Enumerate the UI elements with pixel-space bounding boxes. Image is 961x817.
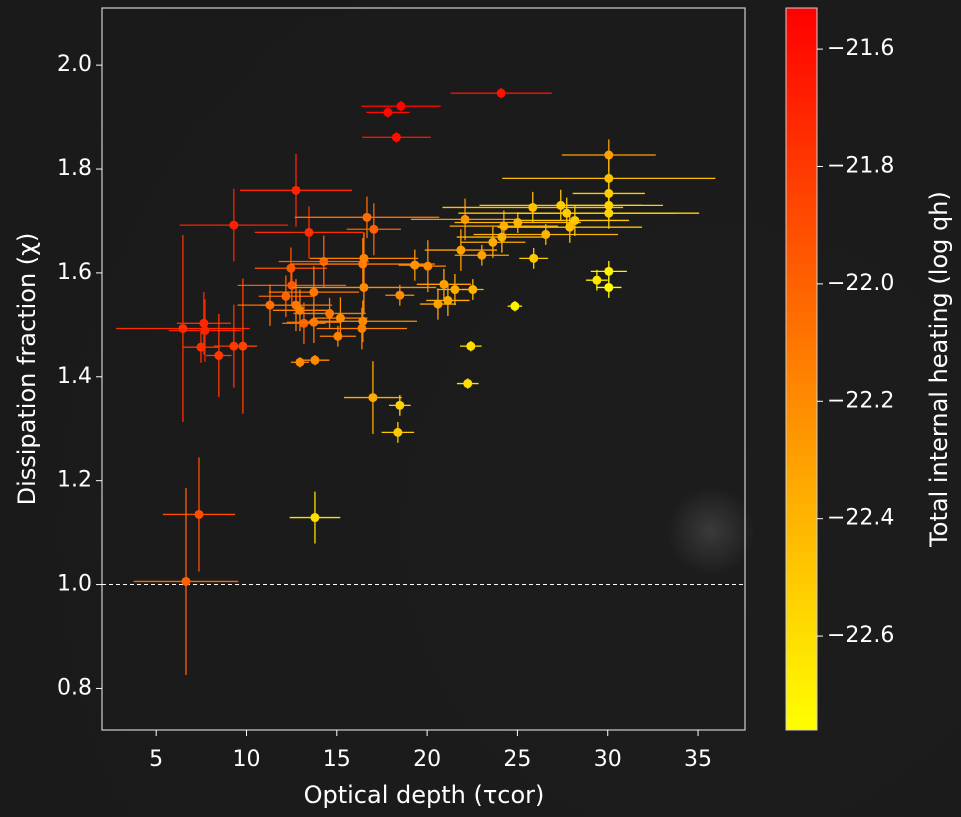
colorbar-tick-label: −21.8 [827, 153, 894, 178]
point [358, 316, 368, 326]
point [200, 326, 210, 336]
colorbar [785, 7, 818, 731]
y-tick-label: 2.0 [57, 52, 92, 77]
point [281, 291, 291, 301]
x-tick-label: 35 [684, 747, 712, 772]
colorbar-tick-label: −22.2 [827, 388, 894, 413]
point [468, 285, 478, 295]
point [529, 253, 539, 263]
point [477, 250, 487, 260]
y-tick-label: 1.2 [57, 468, 92, 493]
point [310, 513, 320, 523]
x-tick-label: 15 [323, 747, 351, 772]
y-tick-label: 1.0 [57, 572, 92, 597]
point [369, 224, 379, 234]
point [488, 237, 498, 247]
point [395, 400, 405, 410]
colorbar-tick-label: −21.6 [827, 36, 894, 61]
point [196, 342, 206, 352]
point [528, 202, 538, 212]
x-tick-label: 5 [149, 747, 163, 772]
y-tick-label: 1.8 [57, 156, 92, 181]
point [499, 221, 509, 231]
point [433, 299, 443, 309]
point [199, 318, 209, 328]
point [295, 305, 305, 315]
point [359, 253, 369, 263]
point [496, 88, 506, 98]
colorbar-tick-label: −22.4 [827, 506, 894, 531]
point [466, 341, 476, 351]
point [194, 509, 204, 519]
point [181, 576, 191, 586]
point [309, 317, 319, 327]
point [570, 215, 580, 225]
point [286, 263, 296, 273]
point [359, 282, 369, 292]
x-tick-label: 20 [413, 747, 441, 772]
point [178, 323, 188, 333]
point [362, 212, 372, 222]
point [335, 313, 345, 323]
point [391, 132, 401, 142]
point [357, 323, 367, 333]
point [604, 150, 614, 160]
point [310, 355, 320, 365]
point [214, 350, 224, 360]
colorbar-tick-label: −22.0 [827, 271, 894, 296]
point [439, 279, 449, 289]
point [456, 245, 466, 255]
point [295, 357, 305, 367]
point [299, 318, 309, 328]
colorbar-tick-label: −22.6 [827, 623, 894, 648]
point [463, 379, 473, 389]
plot-frame [101, 7, 746, 731]
point [368, 393, 378, 403]
point [565, 222, 575, 232]
x-tick-label: 25 [503, 747, 531, 772]
point [229, 220, 239, 230]
y-tick-label: 1.4 [57, 364, 92, 389]
point [450, 285, 460, 295]
x-tick-label: 30 [594, 747, 622, 772]
point [287, 280, 297, 290]
y-tick-label: 1.6 [57, 260, 92, 285]
point [604, 208, 614, 218]
point [410, 260, 420, 270]
point [423, 261, 433, 271]
point [592, 275, 602, 285]
point [393, 427, 403, 437]
point [513, 218, 523, 228]
point [309, 287, 319, 297]
point [383, 107, 393, 117]
point [460, 214, 470, 224]
point [238, 341, 248, 351]
colorbar-label: Total internal heating (log qh) [925, 191, 953, 548]
point [510, 301, 520, 311]
point [396, 101, 406, 111]
point [325, 308, 335, 318]
point [443, 295, 453, 305]
x-tick-label: 10 [232, 747, 260, 772]
point [395, 290, 405, 300]
point [541, 229, 551, 239]
point [304, 227, 314, 237]
point [604, 282, 614, 292]
y-tick-label: 0.8 [57, 675, 92, 700]
x-axis-label: Optical depth (τcor) [304, 781, 545, 809]
y-axis-label: Dissipation fraction (χ) [13, 233, 41, 506]
point [604, 266, 614, 276]
point [291, 185, 301, 195]
point [333, 331, 343, 341]
